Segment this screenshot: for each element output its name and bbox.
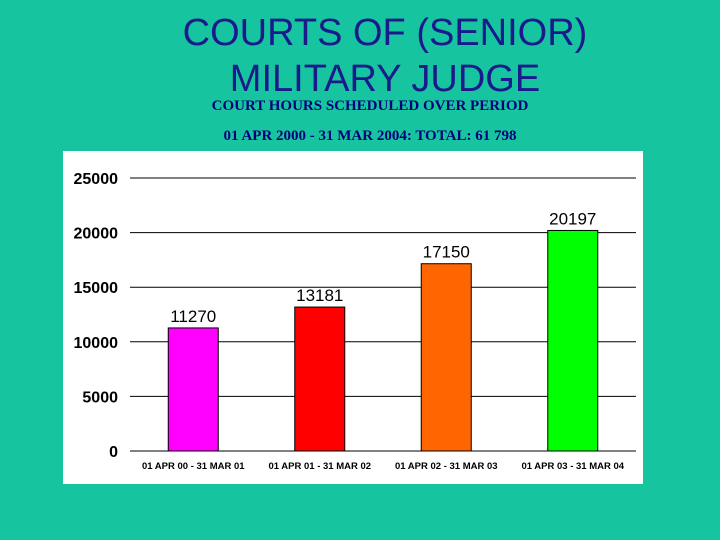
data-label: 13181 (296, 286, 343, 305)
data-label: 17150 (423, 243, 470, 262)
chart-subtitle-line-2: 01 APR 2000 - 31 MAR 2004: TOTAL: 61 798 (223, 128, 517, 144)
y-tick-label: 20000 (74, 226, 119, 243)
x-tick-label: 01 APR 03 - 31 MAR 04 (521, 461, 624, 472)
data-label: 11270 (170, 307, 216, 326)
y-tick-label: 25000 (74, 171, 119, 188)
x-tick-label: 01 APR 00 - 31 MAR 01 (142, 461, 245, 472)
bar (167, 327, 219, 452)
bar (294, 306, 346, 452)
slide-title-line-2: MILITARY JUDGE (229, 58, 541, 100)
y-tick-label: 10000 (74, 335, 119, 352)
x-tick-label: 01 APR 02 - 31 MAR 03 (395, 461, 498, 472)
chart-area: 0 5000 10000 15000 20000 25000 11270 01 APR 00 … (63, 151, 643, 484)
bar (420, 263, 472, 452)
x-tick-label: 01 APR 01 - 31 MAR 02 (268, 461, 371, 472)
data-label: 20197 (549, 209, 596, 228)
bar-chart: 0 5000 10000 15000 20000 25000 11270 01 APR 00 … (74, 171, 636, 472)
bar (547, 229, 599, 452)
slide-title-line-1: COURTS OF (SENIOR) (182, 12, 588, 54)
y-tick-label: 15000 (74, 280, 119, 297)
y-tick-label: 0 (109, 444, 118, 461)
chart-subtitle-line-1: COURT HOURS SCHEDULED OVER PERIOD (211, 98, 529, 114)
y-tick-label: 5000 (82, 389, 118, 406)
